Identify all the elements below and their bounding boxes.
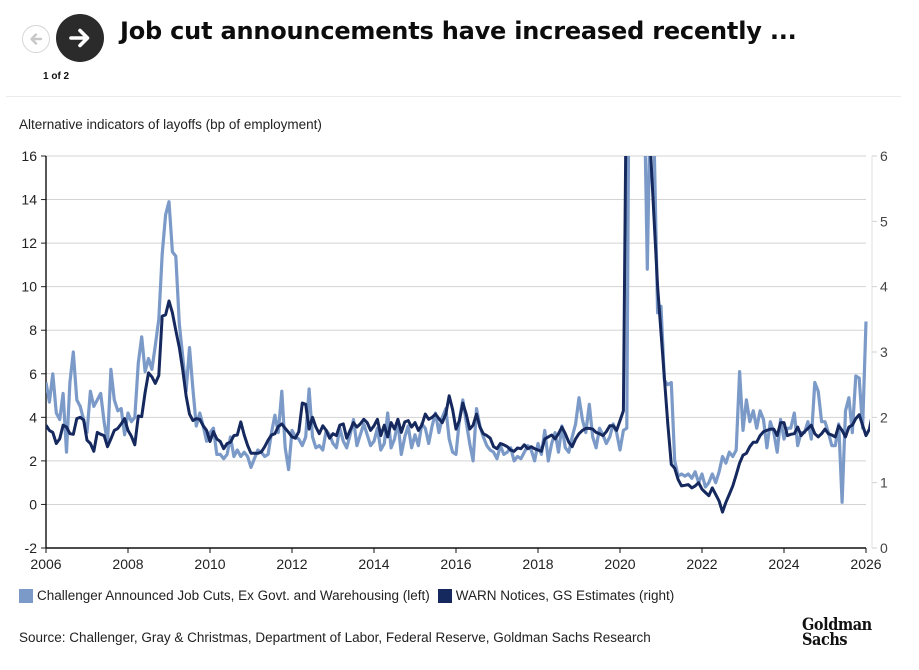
y-right-tick-label: 5 (880, 213, 888, 229)
legend-label-warn: WARN Notices, GS Estimates (right) (455, 588, 675, 603)
y-right-tick-label: 6 (880, 148, 888, 164)
previous-chart-button[interactable] (22, 25, 50, 53)
y-left-tick-label: 6 (29, 366, 37, 382)
series-line-warn (46, 156, 870, 514)
y-left-tick-label: 14 (21, 192, 37, 208)
page-title: Job cut announcements have increased rec… (120, 17, 797, 45)
x-tick-label: 2016 (440, 556, 471, 572)
x-tick-label: 2024 (768, 556, 799, 572)
y-left-tick-label: -2 (25, 540, 38, 556)
x-tick-label: 2026 (850, 556, 881, 572)
y-right-tick-label: 2 (880, 409, 888, 425)
y-right-tick-label: 1 (880, 475, 888, 491)
legend-swatch-challenger (19, 588, 33, 603)
legend-label-challenger: Challenger Announced Job Cuts, Ex Govt. … (37, 588, 430, 603)
x-tick-label: 2006 (30, 556, 61, 572)
x-tick-label: 2010 (194, 556, 225, 572)
x-tick-label: 2020 (604, 556, 635, 572)
legend-item-warn: WARN Notices, GS Estimates (right) (437, 588, 675, 603)
x-tick-label: 2008 (112, 556, 143, 572)
x-tick-label: 2014 (358, 556, 389, 572)
y-right-tick-label: 0 (880, 540, 888, 556)
y-left-tick-label: 0 (29, 496, 37, 512)
y-left-tick-label: 16 (21, 148, 37, 164)
y-left-tick-label: 10 (21, 279, 37, 295)
logo-line-1: Goldman (802, 615, 872, 635)
x-tick-label: 2022 (686, 556, 717, 572)
y-right-tick-label: 4 (880, 279, 888, 295)
page-indicator: 1 of 2 (43, 71, 70, 82)
chart-legend: Challenger Announced Job Cuts, Ex Govt. … (19, 588, 682, 603)
y-left-tick-label: 8 (29, 322, 37, 338)
source-note: Source: Challenger, Gray & Christmas, De… (19, 630, 651, 645)
legend-item-challenger: Challenger Announced Job Cuts, Ex Govt. … (19, 588, 430, 603)
header-divider (6, 96, 901, 97)
y-left-tick-label: 12 (21, 235, 37, 251)
arrow-right-icon (69, 28, 90, 48)
arrow-left-icon (30, 33, 43, 45)
logo-line-2: Sachs (802, 630, 848, 650)
series-group (46, 156, 870, 514)
x-tick-label: 2018 (522, 556, 553, 572)
goldman-sachs-logo: Goldman Sachs (802, 615, 872, 650)
x-tick-label: 2012 (276, 556, 307, 572)
legend-swatch-warn (437, 588, 452, 603)
next-chart-button[interactable] (56, 14, 104, 62)
y-left-tick-label: 4 (29, 409, 37, 425)
y-right-tick-label: 3 (880, 344, 888, 360)
chart-title: Alternative indicators of layoffs (bp of… (19, 117, 322, 132)
y-left-tick-label: 2 (29, 453, 37, 469)
series-line-challenger (46, 156, 868, 504)
